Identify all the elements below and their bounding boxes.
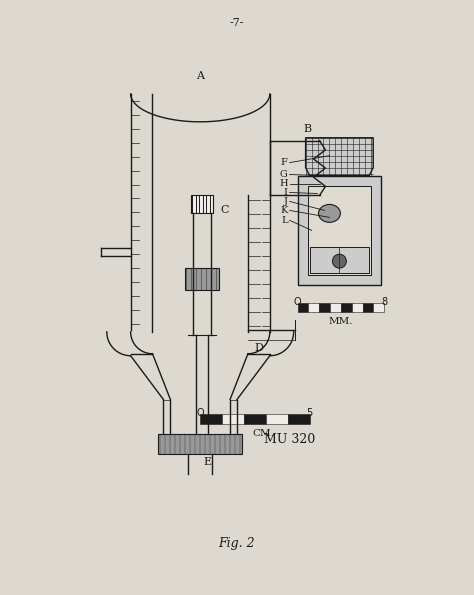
Text: J: J [284, 197, 288, 206]
Polygon shape [306, 138, 373, 176]
Text: CM.: CM. [252, 430, 274, 439]
Text: C: C [220, 205, 228, 215]
Text: A: A [196, 71, 204, 81]
Text: 5: 5 [307, 409, 313, 418]
Text: MM.: MM. [328, 317, 353, 326]
Bar [374, 303, 384, 312]
Bar [266, 415, 288, 424]
Text: Fig. 2: Fig. 2 [219, 537, 255, 550]
Bar [185, 268, 219, 290]
Text: -7-: -7- [230, 18, 244, 29]
Text: O: O [294, 297, 301, 307]
Bar [200, 415, 222, 424]
Bar [298, 176, 381, 285]
Text: O: O [196, 409, 204, 418]
Bar [308, 186, 371, 275]
Circle shape [332, 254, 346, 268]
Bar [341, 303, 352, 312]
Text: MU 320: MU 320 [264, 433, 315, 446]
Bar [244, 415, 266, 424]
Bar [363, 303, 374, 312]
Bar [158, 434, 242, 454]
Text: H: H [279, 179, 288, 188]
Bar [298, 303, 309, 312]
Bar [319, 303, 330, 312]
Text: 8: 8 [381, 297, 387, 307]
Text: G: G [280, 170, 288, 179]
Text: D: D [255, 343, 264, 353]
Bar [309, 303, 319, 312]
Ellipse shape [319, 205, 340, 223]
Text: K: K [280, 206, 288, 215]
Text: F: F [281, 158, 288, 167]
Bar [288, 415, 310, 424]
Text: I: I [284, 188, 288, 197]
Bar [310, 248, 369, 273]
Bar [222, 415, 244, 424]
Text: E: E [203, 457, 211, 467]
Bar [352, 303, 363, 312]
Bar [191, 196, 213, 214]
Text: B: B [303, 124, 311, 134]
Text: L: L [281, 216, 288, 225]
Bar [330, 303, 341, 312]
